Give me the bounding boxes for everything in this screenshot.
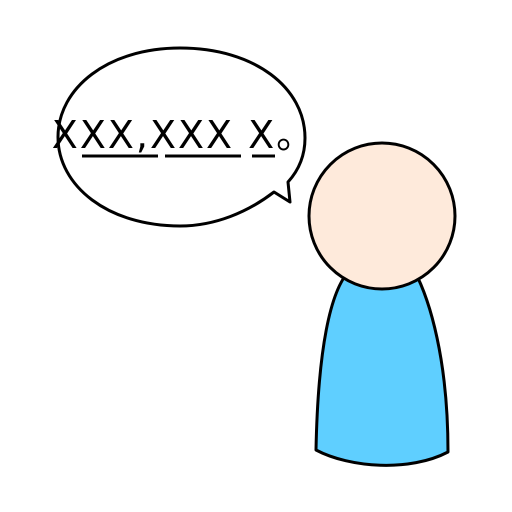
person-body	[314, 268, 450, 467]
person-figure	[307, 141, 457, 467]
person-head	[307, 141, 457, 291]
speech-bubble-outline	[56, 46, 307, 228]
speech-bubble: XXX,XXX X。	[52, 46, 316, 228]
speech-bubble-text: XXX,XXX X。	[52, 113, 316, 157]
